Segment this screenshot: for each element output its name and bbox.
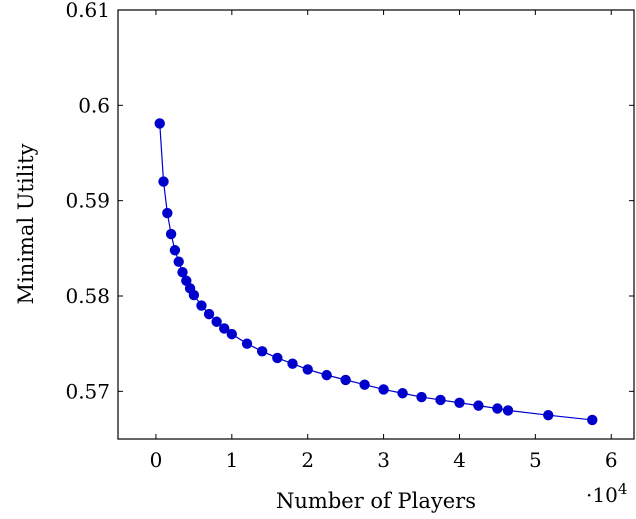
data-point xyxy=(454,397,465,408)
x-multiplier-base: ·10 xyxy=(586,483,618,507)
y-tick-label: 0.6 xyxy=(78,93,110,117)
data-point xyxy=(241,338,253,349)
data-point xyxy=(272,352,283,364)
data-point xyxy=(473,400,484,411)
series-line xyxy=(159,123,593,421)
data-point xyxy=(502,405,514,416)
x-tick-label: 2 xyxy=(301,448,314,472)
data-point xyxy=(256,346,268,357)
x-tick-label: 0 xyxy=(150,448,163,472)
data-point xyxy=(302,364,313,375)
data-point xyxy=(378,384,389,395)
data-point xyxy=(416,391,427,403)
data-point xyxy=(492,403,503,414)
data-point xyxy=(154,118,165,129)
data-point xyxy=(158,176,169,187)
data-point xyxy=(188,289,200,301)
y-tick-label: 0.61 xyxy=(65,0,110,22)
data-point xyxy=(203,308,215,320)
y-tick-label: 0.58 xyxy=(65,284,110,308)
x-tick-label: 1 xyxy=(225,448,238,472)
data-point xyxy=(287,358,298,369)
y-tick-label: 0.57 xyxy=(65,379,110,403)
data-point xyxy=(173,256,184,267)
data-point xyxy=(587,414,598,426)
x-axis-label: Number of Players xyxy=(276,489,476,513)
data-points xyxy=(154,118,598,426)
x-multiplier-label: ·104 xyxy=(586,480,627,507)
plot-frame xyxy=(117,9,635,440)
data-point xyxy=(211,316,222,327)
data-point xyxy=(226,328,238,340)
tick-labels: 0 1 2 3 4 5 6 0.57 0.58 0.59 0.6 0.61 xyxy=(65,0,617,472)
data-point xyxy=(177,266,188,278)
data-point xyxy=(219,323,230,334)
tick-marks xyxy=(118,9,634,439)
data-point xyxy=(165,228,177,240)
data-point xyxy=(435,394,446,406)
y-axis-label: Minimal Utility xyxy=(14,143,38,304)
data-point xyxy=(162,207,173,219)
data-point xyxy=(359,379,370,390)
x-tick-label: 5 xyxy=(529,448,542,472)
x-tick-label: 6 xyxy=(605,448,618,472)
data-point xyxy=(340,374,351,386)
x-multiplier-exponent: 4 xyxy=(618,480,628,498)
x-tick-label: 4 xyxy=(453,448,466,472)
x-tick-label: 3 xyxy=(377,448,390,472)
data-point xyxy=(321,369,332,381)
data-point xyxy=(169,245,181,256)
data-point xyxy=(543,409,554,421)
data-point xyxy=(397,388,408,399)
y-tick-label: 0.59 xyxy=(65,189,110,213)
data-point xyxy=(196,300,207,311)
